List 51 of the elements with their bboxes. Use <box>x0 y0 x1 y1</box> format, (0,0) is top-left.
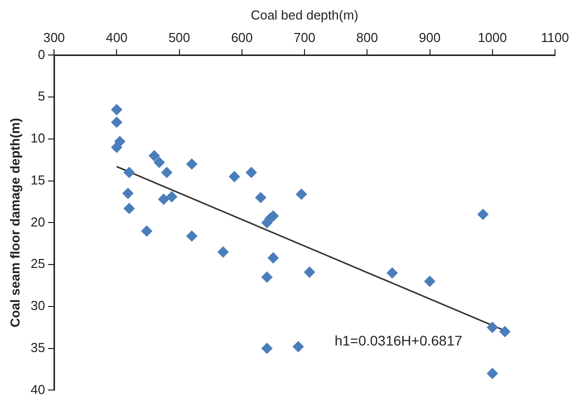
point <box>386 267 398 278</box>
x-tick-label: 300 <box>43 30 65 45</box>
point <box>161 166 172 178</box>
point <box>499 326 510 338</box>
x-tick-label: 700 <box>294 30 316 45</box>
point <box>122 188 134 199</box>
point <box>218 246 229 258</box>
point <box>148 150 160 162</box>
point <box>486 368 498 379</box>
point <box>268 252 279 264</box>
point <box>186 230 198 242</box>
x-tick-label: 1000 <box>478 30 507 45</box>
point <box>111 104 122 116</box>
point <box>486 322 498 333</box>
x-tick-label: 900 <box>418 30 441 45</box>
y-tick-label: 10 <box>30 130 46 146</box>
point <box>296 188 307 200</box>
point <box>261 272 272 283</box>
x-tick-label: 800 <box>356 30 378 45</box>
y-tick-label: 15 <box>30 172 46 188</box>
point <box>186 158 198 170</box>
point <box>255 192 266 204</box>
point <box>111 116 122 128</box>
annotation: h1=0.0316H+0.6817 <box>334 332 462 348</box>
x-tick-label: 1100 <box>541 30 569 45</box>
y-tick-label: 0 <box>38 46 46 62</box>
x-axis-title: Coal bed depth(m) <box>250 7 358 22</box>
y-tick-label: 25 <box>30 256 46 272</box>
point <box>166 191 178 202</box>
y-tick-label: 40 <box>30 382 46 397</box>
point <box>124 166 135 178</box>
point <box>304 266 316 278</box>
point <box>141 226 152 237</box>
point <box>246 166 257 178</box>
x-tick-label: 400 <box>106 30 128 45</box>
point <box>261 342 272 354</box>
point <box>158 194 170 205</box>
x-tick-label: 500 <box>168 30 190 45</box>
y-tick-label: 20 <box>30 214 46 230</box>
y-axis-title: Coal seam floor damage depth(m) <box>7 118 22 328</box>
y-tick-label: 30 <box>30 298 46 314</box>
point <box>228 171 240 182</box>
x-tick-label: 600 <box>231 30 253 45</box>
y-tick-label: 35 <box>30 340 46 355</box>
point <box>477 208 488 220</box>
y-tick-label: 5 <box>38 88 46 104</box>
point <box>424 276 436 287</box>
point <box>292 341 304 352</box>
point <box>124 202 135 214</box>
point <box>154 156 165 168</box>
point <box>114 136 126 147</box>
